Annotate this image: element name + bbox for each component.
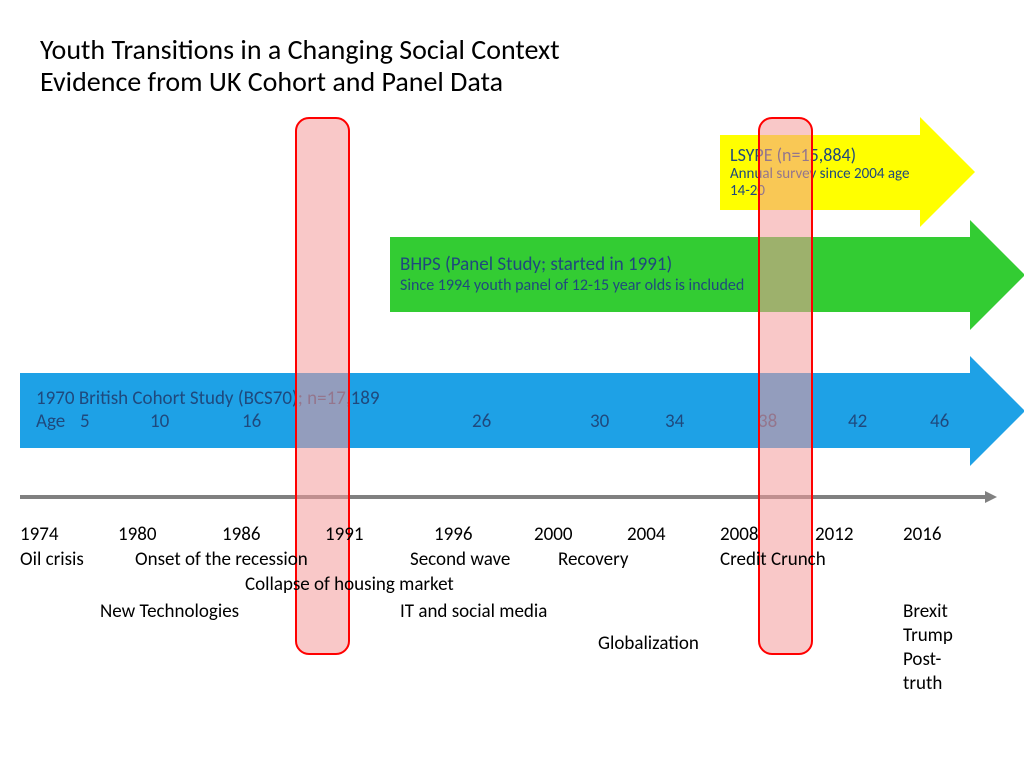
bhps-sub: Since 1994 youth panel of 12-15 year old… (400, 276, 960, 295)
timeline-label: Oil crisis (20, 548, 84, 571)
timeline-arrowhead-icon (985, 491, 997, 503)
bcs70-age-row: Age51016263034384246 (30, 410, 960, 434)
timeline-label: 2016 (903, 523, 942, 546)
timeline-label: 2012 (815, 523, 854, 546)
diagram-stage: Youth Transitions in a Changing Social C… (0, 0, 1024, 768)
lsype-title: LSYPE (n=15,884) (730, 145, 910, 166)
timeline-label: Recovery (558, 548, 628, 571)
timeline-label: 1991 (325, 523, 364, 546)
lsype-arrow: LSYPE (n=15,884) Annual survey since 200… (720, 135, 920, 210)
timeline-label: 1996 (434, 523, 473, 546)
timeline-label: 1980 (118, 523, 157, 546)
lsype-sub: Annual survey since 2004 age 14-20 (730, 166, 910, 201)
bcs70-age-value: 10 (150, 410, 190, 434)
timeline-label: Collapse of housing market (245, 573, 454, 596)
title-line-1: Youth Transitions in a Changing Social C… (40, 34, 560, 66)
timeline-label: 1974 (20, 523, 59, 546)
timeline-label: 2000 (534, 523, 573, 546)
highlight-column (758, 117, 813, 655)
timeline-label: 2004 (627, 523, 666, 546)
lsype-arrow-head (920, 117, 975, 227)
bcs70-title: 1970 British Cohort Study (BCS70); n=17,… (30, 387, 960, 411)
bcs70-arrow: 1970 British Cohort Study (BCS70); n=17,… (20, 373, 970, 448)
bcs70-age-value: 26 (472, 410, 512, 434)
bhps-title: BHPS (Panel Study; started in 1991) (400, 254, 960, 277)
timeline-label: 1986 (222, 523, 261, 546)
bcs70-age-value: 42 (848, 410, 888, 434)
timeline-label: Brexit (903, 600, 948, 623)
bhps-arrow-head (970, 220, 1024, 330)
bcs70-arrow-head (970, 356, 1024, 466)
title-line-2: Evidence from UK Cohort and Panel Data (40, 66, 560, 98)
timeline-label: 2008 (720, 523, 759, 546)
timeline-label: Onset of the recession (135, 548, 308, 571)
timeline-label: IT and social media (400, 600, 547, 623)
timeline-axis (20, 495, 985, 499)
timeline-label: Trump (903, 624, 953, 647)
bcs70-age-value: 46 (930, 410, 970, 434)
bcs70-age-value: 30 (590, 410, 630, 434)
bcs70-age-label: Age (36, 410, 65, 434)
bcs70-age-value: 34 (665, 410, 705, 434)
timeline-label: Post- (903, 648, 941, 671)
timeline-label: Credit Crunch (720, 548, 826, 571)
bhps-arrow: BHPS (Panel Study; started in 1991) Sinc… (390, 237, 970, 312)
timeline-label: New Technologies (100, 600, 239, 623)
timeline-label: Second wave (410, 548, 510, 571)
bcs70-age-value: 16 (242, 410, 282, 434)
bcs70-age-value: 5 (80, 410, 120, 434)
timeline-label: truth (903, 672, 942, 695)
timeline-label: Globalization (598, 632, 699, 655)
title-block: Youth Transitions in a Changing Social C… (40, 34, 560, 98)
